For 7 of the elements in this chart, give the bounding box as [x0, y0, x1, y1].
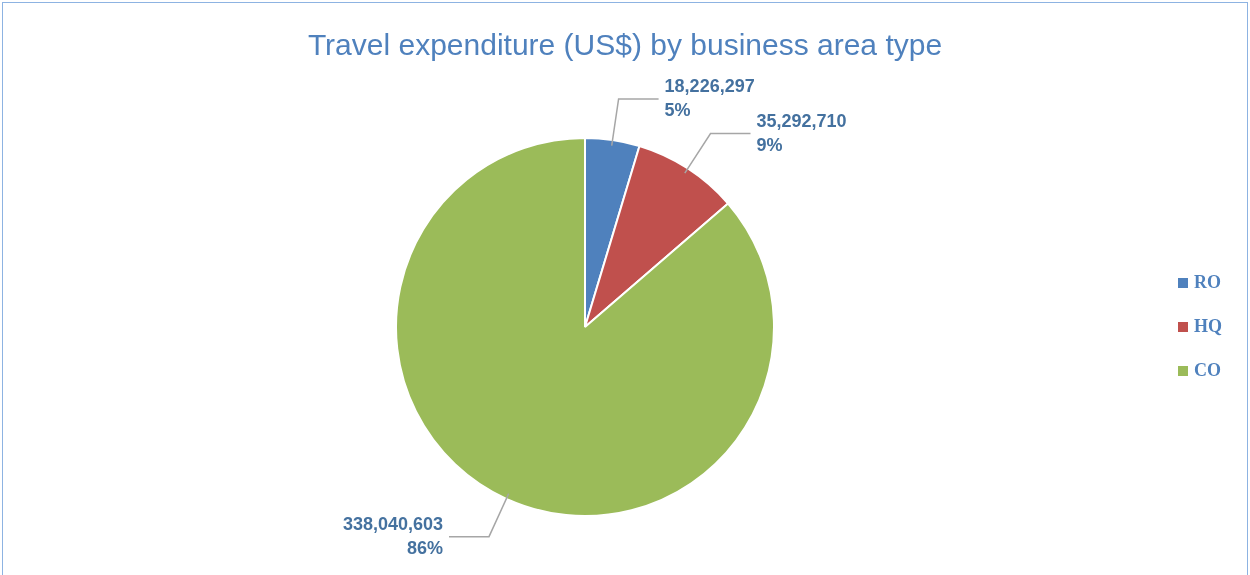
legend-label: HQ [1194, 315, 1223, 336]
data-label: 18,226,297 5% [664, 75, 755, 120]
data-label: 338,040,603 86% [342, 513, 443, 558]
legend-label: RO [1194, 271, 1221, 292]
data-label: 35,292,710 9% [756, 110, 847, 155]
legend-label: CO [1194, 359, 1221, 380]
chart-title: Travel expenditure (US$) by business area type [306, 28, 944, 62]
